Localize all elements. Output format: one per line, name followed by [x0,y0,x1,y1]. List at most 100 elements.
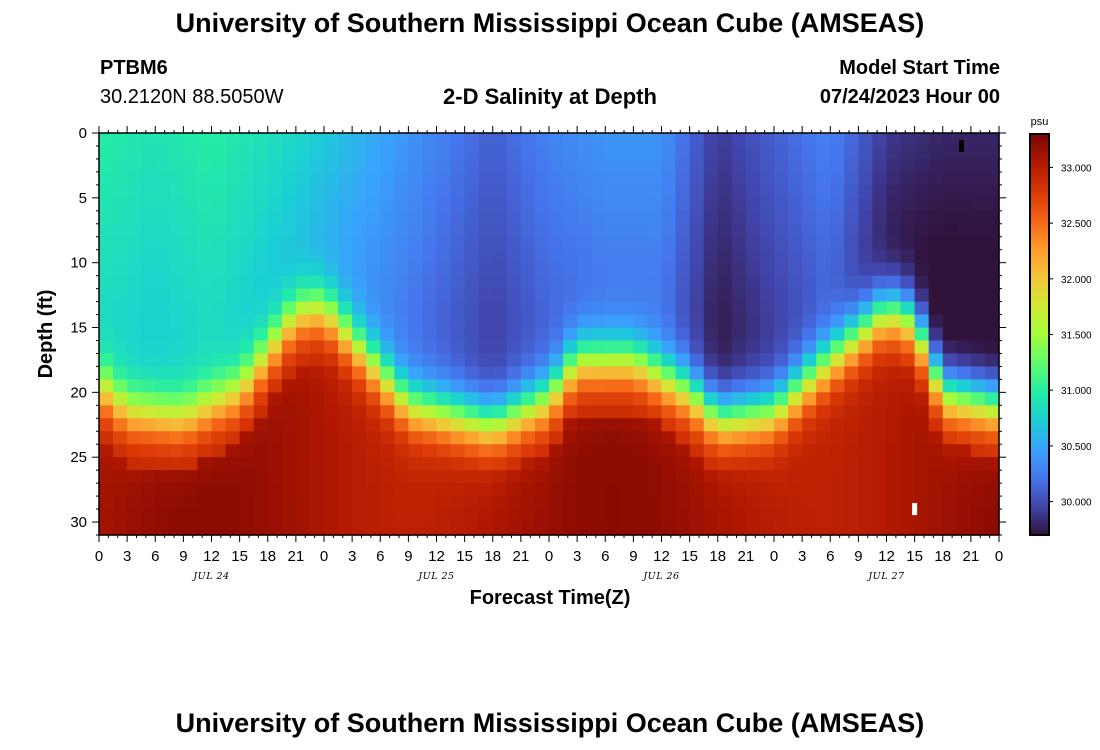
heatmap-cell [717,184,733,199]
heatmap-cell [605,133,620,147]
heatmap-cell [816,133,831,147]
heatmap-cell [731,262,747,277]
heatmap-cell [422,418,438,432]
heatmap-cell [366,444,381,458]
heatmap-cell [675,431,691,445]
heatmap-cell [717,522,733,536]
heatmap-cell [928,522,944,536]
heatmap-cell [352,483,367,497]
heatmap-cell [239,184,255,199]
heatmap-cell [788,314,803,329]
heatmap-cell [563,353,578,368]
heatmap-cell [675,340,691,355]
heatmap-cell [759,158,775,173]
heatmap-cell [900,444,916,458]
heatmap-cell [239,210,255,225]
heatmap-cell [267,145,283,160]
heatmap-cell [928,418,944,432]
heatmap-cell [253,171,269,186]
heatmap-cell [816,210,831,225]
heatmap-cell [675,457,691,471]
heatmap-cell [703,405,719,419]
heatmap-cell [731,483,747,497]
heatmap-cell [534,470,550,484]
heatmap-cell [436,301,452,316]
heatmap-cell [450,405,466,419]
heatmap-cell [675,288,691,303]
heatmap-cell [942,210,958,225]
heatmap-cell [577,223,592,238]
heatmap-cell [731,327,747,342]
heatmap-cell [844,457,859,471]
heatmap-cell [970,288,986,303]
heatmap-cell [478,133,494,147]
heatmap-cell [872,379,888,393]
heatmap-cell [689,158,705,173]
heatmap-cell [830,392,845,406]
heatmap-cell [844,470,859,484]
heatmap-cell [366,133,381,147]
x-tick-label: 6 [151,548,159,565]
heatmap-cell [717,444,733,458]
heatmap-cell [619,379,634,393]
heatmap-cell [534,158,550,173]
heatmap-cell [366,145,381,160]
heatmap-cell [970,509,986,523]
heatmap-cell [464,210,480,225]
heatmap-cell [745,496,761,510]
heatmap-cell [506,483,522,497]
heatmap-cell [563,405,578,419]
heatmap-cell [788,379,803,393]
heatmap-cell [253,197,269,212]
heatmap-cell [633,340,649,355]
heatmap-cell [844,184,859,199]
heatmap-cell [900,392,916,406]
heatmap-cell [633,431,649,445]
heatmap-cell [225,470,241,484]
heatmap-cell [352,210,367,225]
heatmap-cell [759,353,775,368]
heatmap-cell [478,158,494,173]
heatmap-cell [492,171,508,186]
heatmap-cell [127,327,142,342]
heatmap-cell [563,249,578,264]
heatmap-cell [914,444,930,458]
heatmap-cell [774,405,789,419]
heatmap-cell [591,366,606,380]
heatmap-cell [633,379,649,393]
heatmap-cell [844,301,859,316]
heatmap-cell [647,509,663,523]
heatmap-cell [956,249,972,264]
heatmap-cell [183,405,199,419]
heatmap-cell [155,405,170,419]
heatmap-cell [99,158,114,173]
heatmap-cell [830,327,845,342]
heatmap-cell [338,327,353,342]
heatmap-cell [422,133,438,147]
heatmap-cell [647,405,663,419]
salinity-heatmap [99,133,1000,536]
heatmap-cell [366,301,381,316]
heatmap-cell [788,340,803,355]
heatmap-cell [886,496,902,510]
heatmap-cell [183,184,199,199]
heatmap-cell [689,470,705,484]
heatmap-cell [970,184,986,199]
heatmap-cell [211,197,227,212]
heatmap-cell [127,184,142,199]
heatmap-cell [830,171,845,186]
heatmap-cell [886,431,902,445]
heatmap-cell [844,145,859,160]
heatmap-cell [267,327,283,342]
heatmap-cell [717,353,733,368]
heatmap-cell [267,288,283,303]
heatmap-cell [774,314,789,329]
heatmap-cell [577,379,592,393]
heatmap-cell [605,223,620,238]
heatmap-cell [956,236,972,251]
heatmap-cell [647,522,663,536]
heatmap-cell [309,171,325,186]
heatmap-cell [633,184,649,199]
heatmap-cell [844,522,859,536]
